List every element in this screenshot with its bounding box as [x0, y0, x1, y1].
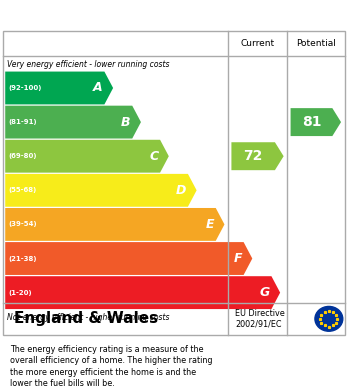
- Text: B: B: [121, 116, 130, 129]
- Text: (55-68): (55-68): [8, 187, 36, 193]
- Polygon shape: [5, 174, 197, 207]
- Text: A: A: [93, 81, 103, 95]
- Text: EU Directive: EU Directive: [235, 309, 285, 318]
- Text: Very energy efficient - lower running costs: Very energy efficient - lower running co…: [7, 60, 169, 69]
- Circle shape: [315, 307, 343, 331]
- Text: Energy Efficiency Rating: Energy Efficiency Rating: [10, 7, 220, 22]
- Text: the more energy efficient the home is and the: the more energy efficient the home is an…: [10, 368, 197, 377]
- Text: Not energy efficient - higher running costs: Not energy efficient - higher running co…: [7, 313, 169, 322]
- Text: C: C: [149, 150, 158, 163]
- Text: E: E: [206, 218, 214, 231]
- Text: 81: 81: [302, 115, 321, 129]
- Text: D: D: [176, 184, 186, 197]
- Polygon shape: [5, 140, 169, 173]
- Text: 2002/91/EC: 2002/91/EC: [235, 320, 282, 329]
- Polygon shape: [5, 242, 252, 275]
- Polygon shape: [5, 208, 224, 241]
- Text: 72: 72: [244, 149, 263, 163]
- Text: Potential: Potential: [296, 39, 336, 48]
- Polygon shape: [291, 108, 341, 136]
- Text: (69-80): (69-80): [8, 153, 37, 159]
- Text: G: G: [260, 286, 270, 299]
- Polygon shape: [5, 106, 141, 138]
- Text: (81-91): (81-91): [8, 119, 37, 125]
- Text: Current: Current: [240, 39, 275, 48]
- Text: England & Wales: England & Wales: [14, 311, 158, 326]
- Polygon shape: [5, 276, 280, 309]
- Text: lower the fuel bills will be.: lower the fuel bills will be.: [10, 379, 115, 388]
- Text: (21-38): (21-38): [8, 256, 37, 262]
- Text: (39-54): (39-54): [8, 221, 37, 228]
- Text: (1-20): (1-20): [8, 290, 32, 296]
- Text: (92-100): (92-100): [8, 85, 41, 91]
- Polygon shape: [231, 142, 284, 170]
- Polygon shape: [5, 72, 113, 104]
- Text: overall efficiency of a home. The higher the rating: overall efficiency of a home. The higher…: [10, 356, 213, 365]
- Text: F: F: [234, 252, 242, 265]
- Text: The energy efficiency rating is a measure of the: The energy efficiency rating is a measur…: [10, 344, 204, 353]
